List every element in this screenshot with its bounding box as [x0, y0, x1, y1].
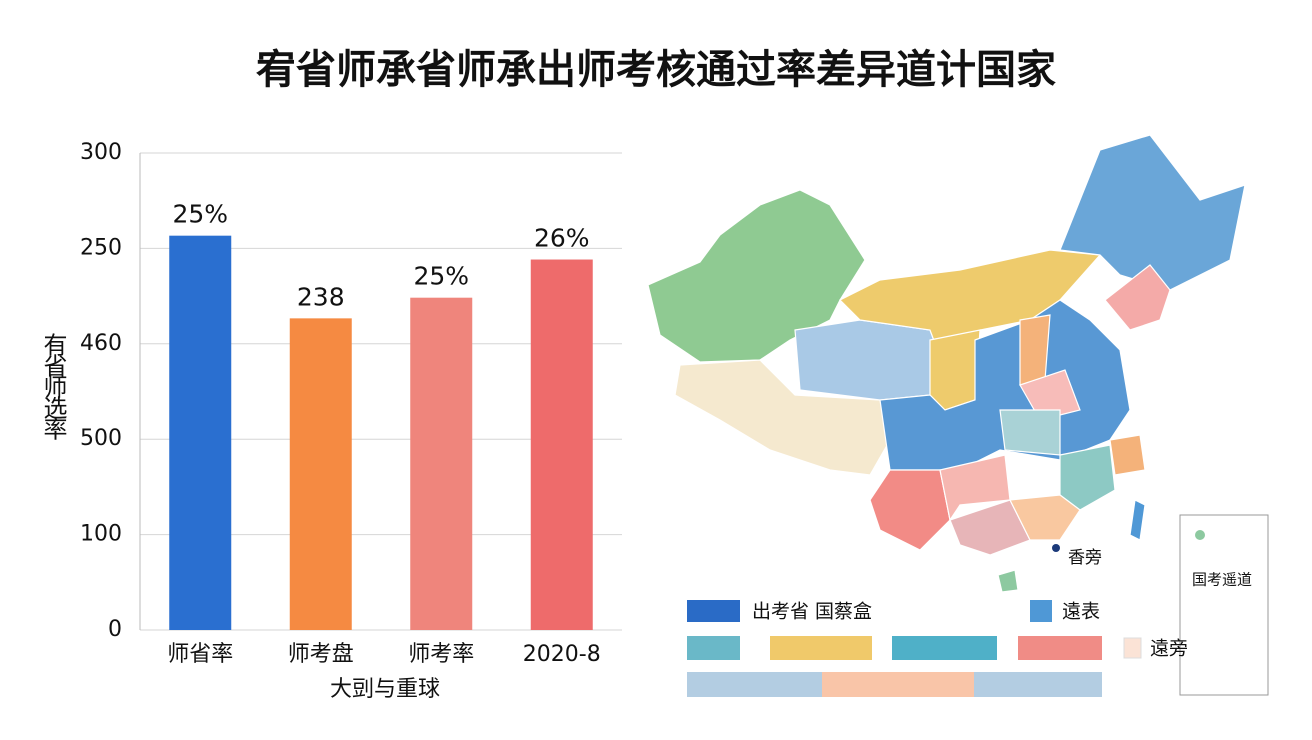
y-tick-label: 460 [80, 331, 122, 356]
bar [410, 297, 473, 630]
legend-swatch [687, 672, 822, 697]
legend-swatch [687, 636, 740, 660]
legend-swatch [770, 636, 872, 660]
legend-swatch [1123, 637, 1142, 659]
y-tick-label: 500 [80, 426, 122, 451]
island [997, 569, 1019, 593]
bar-annotation: 26% [534, 224, 590, 253]
region [1009, 494, 1081, 541]
inset-island [1195, 530, 1205, 540]
bar [289, 318, 352, 630]
y-tick-label: 0 [108, 617, 122, 642]
region [794, 319, 946, 401]
x-tick-label: 师考盘 [288, 642, 354, 667]
legend-swatch [687, 600, 740, 622]
x-tick-label: 师考率 [408, 642, 474, 667]
legend-label: 遠表 [1062, 601, 1100, 623]
region [1059, 444, 1116, 511]
region [949, 499, 1031, 556]
region [647, 189, 866, 363]
map: 香旁 国考遥道 出考省 国蔡盒 遠表 遠旁 [647, 134, 1269, 697]
y-axis-label: 有省师选率 [39, 333, 67, 441]
region [1019, 314, 1051, 386]
bar [530, 259, 593, 630]
chart-title: 宥省师承省师承出师考核通过率差异道计国家 [256, 47, 1056, 93]
region [1019, 369, 1081, 421]
map-label: 香旁 [1068, 548, 1102, 568]
legend-swatch [974, 672, 1102, 697]
region [879, 299, 1131, 471]
y-tick-label: 250 [80, 235, 122, 260]
x-tick-label: 师省率 [167, 642, 233, 667]
region [1109, 434, 1146, 476]
region [674, 359, 891, 476]
region [1059, 134, 1246, 291]
legend-swatch [892, 636, 997, 660]
region [939, 454, 1011, 522]
inset-label: 国考遥道 [1192, 571, 1252, 589]
bar-annotation: 25% [413, 262, 469, 291]
bar [169, 235, 232, 630]
hk-marker [1052, 544, 1060, 552]
y-tick-label: 100 [80, 522, 122, 547]
x-tick-label: 2020-8 [523, 642, 601, 667]
x-axis-label: 大剅与重球 [330, 677, 440, 702]
island [1129, 499, 1146, 541]
region [999, 409, 1061, 456]
bar-annotation: 25% [172, 200, 228, 229]
legend-swatch [822, 672, 974, 697]
legend-label: 遠旁 [1150, 638, 1188, 660]
bar-annotation: 238 [297, 282, 345, 311]
legend-swatch [1018, 636, 1102, 660]
legend-label: 出考省 国蔡盒 [752, 601, 872, 623]
inset-box [1179, 514, 1269, 696]
region [1104, 264, 1171, 331]
region [869, 469, 951, 551]
y-tick-label: 300 [80, 140, 122, 165]
region [929, 329, 981, 411]
legend-swatch [1030, 600, 1052, 622]
